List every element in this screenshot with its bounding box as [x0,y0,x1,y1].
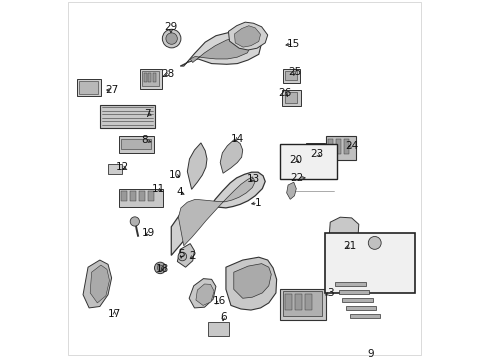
Text: 24: 24 [345,141,358,151]
Text: 15: 15 [286,39,300,49]
Text: 4: 4 [176,187,183,197]
Polygon shape [345,306,376,310]
Bar [295,294,301,310]
Polygon shape [180,32,261,66]
Text: 21: 21 [343,242,356,252]
Text: 10: 10 [168,170,182,180]
Polygon shape [177,244,194,267]
Text: 2: 2 [189,252,196,261]
Bar [280,289,325,320]
Bar [143,73,146,82]
Circle shape [293,157,307,171]
Text: 9: 9 [366,349,373,359]
Text: 27: 27 [105,85,119,95]
Polygon shape [286,182,296,199]
Text: 17: 17 [108,309,121,319]
Text: 25: 25 [287,67,301,77]
Text: 28: 28 [161,69,174,79]
Polygon shape [83,260,111,308]
Bar [305,294,311,310]
Bar [305,143,324,160]
Polygon shape [90,265,109,303]
Text: 8: 8 [141,135,147,145]
Circle shape [367,237,380,249]
Bar [280,144,337,179]
Polygon shape [189,279,216,308]
Text: 22: 22 [290,173,304,183]
Bar [307,145,311,154]
Text: 23: 23 [310,149,324,159]
Polygon shape [225,257,276,310]
Bar [282,90,300,106]
Bar [328,139,333,154]
Bar [140,69,162,89]
Text: 14: 14 [230,134,244,144]
Bar [80,81,98,94]
Polygon shape [335,282,365,287]
Polygon shape [228,22,267,50]
Circle shape [162,29,181,48]
Polygon shape [349,314,379,318]
Bar [207,322,228,336]
Bar [121,139,150,149]
Text: 16: 16 [212,297,225,306]
Bar [119,189,163,207]
Bar [142,71,159,86]
Bar [336,139,341,154]
Polygon shape [196,284,214,305]
Bar [148,191,153,202]
Circle shape [157,265,163,271]
Bar [325,233,414,293]
Text: 20: 20 [289,155,302,165]
Bar [314,145,317,154]
Bar [283,69,300,83]
Text: 5: 5 [178,249,185,258]
Text: 29: 29 [164,22,177,32]
Bar [77,79,101,96]
Bar [108,163,122,174]
Bar [148,73,151,82]
Bar [284,92,297,103]
Polygon shape [234,26,260,47]
Bar [325,136,356,160]
Bar [344,139,348,154]
Polygon shape [338,290,368,294]
Circle shape [178,252,186,261]
Bar [283,292,322,316]
Text: 3: 3 [326,288,333,298]
Polygon shape [178,177,255,246]
Polygon shape [342,298,372,302]
Text: 6: 6 [219,312,226,322]
Bar [121,191,127,202]
Polygon shape [328,217,358,252]
Text: 18: 18 [155,264,169,274]
Circle shape [130,217,139,226]
Text: 7: 7 [144,109,150,118]
Polygon shape [171,172,264,255]
Bar [130,191,136,202]
Circle shape [154,262,165,274]
Polygon shape [220,139,242,173]
Bar [285,71,297,80]
Bar [139,191,144,202]
Text: 26: 26 [278,88,291,98]
Text: 13: 13 [246,174,259,184]
Polygon shape [233,264,271,298]
Bar [100,105,155,127]
Text: 19: 19 [142,228,155,238]
Bar [153,73,156,82]
Text: 12: 12 [116,162,129,172]
Text: 1: 1 [254,198,261,208]
Bar [285,294,291,310]
Bar [119,136,153,153]
Polygon shape [187,143,206,189]
Polygon shape [190,37,251,63]
Text: 11: 11 [151,184,164,194]
Circle shape [165,33,177,44]
